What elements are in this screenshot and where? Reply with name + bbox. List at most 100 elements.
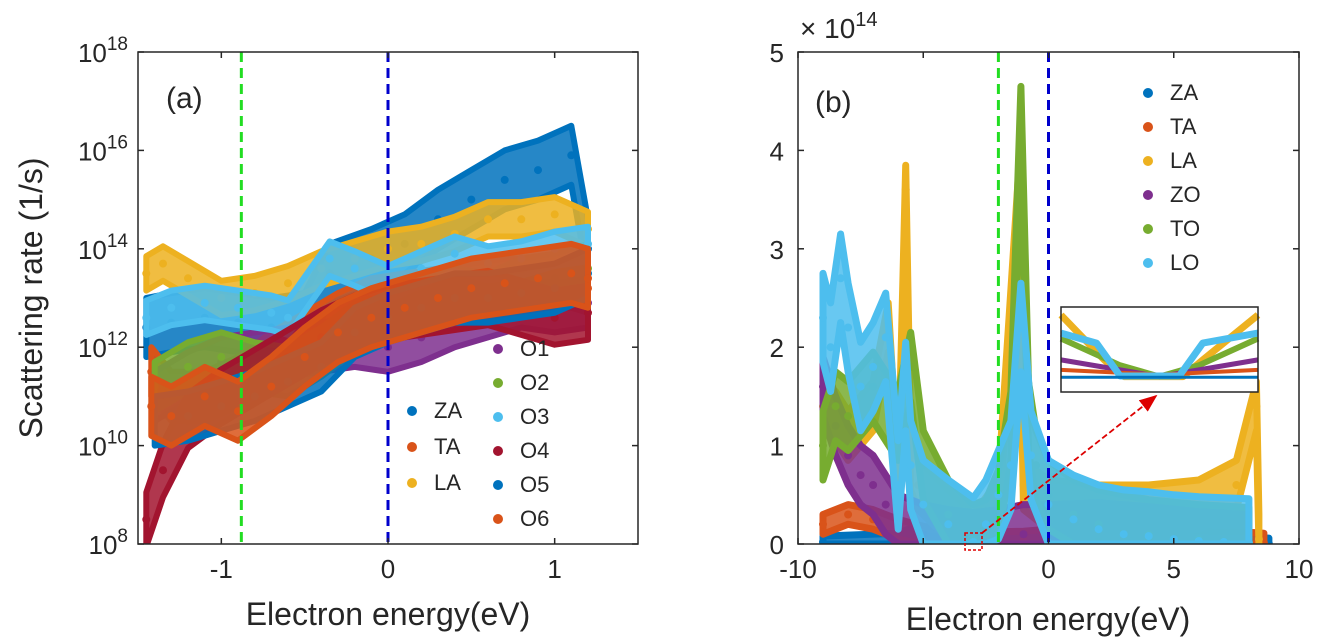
point-lo (836, 274, 845, 283)
point-o3 (325, 254, 334, 263)
point-lo (819, 313, 827, 322)
point-la (284, 279, 292, 288)
legend-marker (1143, 122, 1153, 132)
point-zo (819, 382, 827, 391)
point-lo (826, 343, 835, 352)
point-o2 (184, 362, 192, 371)
point-o3 (267, 308, 276, 317)
panel-a-ylabel: Scattering rate (1/s) (13, 158, 49, 439)
point-o6 (567, 269, 576, 278)
point-zo (869, 481, 878, 489)
inset-content (1058, 312, 1261, 381)
point-la (417, 239, 426, 248)
point-o3 (200, 298, 209, 307)
point-la (901, 185, 910, 194)
legend-marker (1143, 258, 1153, 268)
legend-marker (1143, 156, 1153, 166)
legend-label: TA (1170, 114, 1197, 139)
point-zo (844, 451, 853, 460)
panel-a-series-group (142, 122, 592, 544)
point-lo (969, 538, 978, 544)
point-la (159, 259, 167, 268)
point-o6 (467, 284, 476, 293)
legend-label: LA (1170, 148, 1197, 173)
point-o6 (400, 303, 409, 312)
point-o6 (267, 382, 276, 391)
x-tick-label: 0 (381, 554, 395, 584)
y-tick-label: 4 (770, 136, 784, 166)
panel-b-xlabel: Electron energy(eV) (906, 601, 1191, 637)
point-o6 (534, 274, 542, 283)
panel-b-inset (1058, 306, 1261, 393)
y-tick-label: 2 (770, 333, 784, 363)
point-lo (1119, 530, 1128, 539)
legend-marker (493, 446, 503, 456)
point-to (1016, 116, 1025, 125)
point-za (819, 538, 827, 544)
point-o6 (200, 392, 209, 401)
legend-entry-za: ZA (407, 398, 462, 423)
point-la (1019, 481, 1028, 489)
y-tick-label: 1012 (78, 329, 128, 363)
point-ta (819, 520, 827, 529)
point-lo (919, 500, 928, 509)
legend-entry-ta: TA (407, 434, 461, 459)
point-lo (894, 481, 903, 489)
series-o6 (147, 240, 592, 449)
point-lo (856, 382, 865, 391)
point-lo (1016, 323, 1025, 332)
panel-a: -1 0 1 108 1010 1012 1014 1016 1018 (a) Electron… (13, 34, 639, 632)
point-o6 (500, 279, 509, 288)
panel-a-vlines (239, 52, 390, 544)
point-zo (856, 471, 865, 480)
y-tick-label: 1014 (78, 231, 128, 265)
legend-entry-za: ZA (1143, 80, 1198, 105)
series-lo-band (819, 230, 1253, 544)
legend-entry-o1: O1 (493, 336, 549, 361)
legend-label: O2 (520, 370, 549, 395)
panel-a-legend-right: O1 O2 O3 O4 O5 O6 (493, 336, 549, 531)
legend-entry-lo: LO (1143, 250, 1199, 275)
point-za (467, 195, 476, 204)
y-tick-label: 1010 (78, 428, 128, 462)
point-zo (881, 500, 890, 509)
inset-box (1060, 306, 1259, 393)
legend-marker (407, 406, 417, 416)
zoom-arrow (981, 394, 1158, 534)
x-tick-label: -5 (912, 554, 935, 584)
legend-label: TA (434, 434, 461, 459)
x-tick-label: -1 (210, 554, 233, 584)
point-o3 (350, 264, 359, 273)
point-o6 (584, 274, 592, 283)
legend-label: O4 (520, 438, 549, 463)
point-lo (901, 382, 910, 391)
y-tick-label: 0 (770, 530, 784, 560)
legend-marker (1143, 190, 1153, 200)
point-o6 (434, 294, 442, 302)
panel-b-ticks: -10 -5 0 5 10 0 1 2 3 4 5 (770, 38, 1314, 584)
legend-marker (493, 344, 503, 354)
multiplier-base: × 10 (800, 13, 855, 44)
point-lo (881, 333, 890, 342)
x-tick-label: -10 (779, 554, 817, 584)
legend-entry-la: LA (1143, 148, 1197, 173)
y-tick-label: 1 (770, 432, 784, 462)
x-tick-label: 1 (547, 554, 561, 584)
point-la (1254, 535, 1263, 544)
point-la (550, 210, 559, 219)
point-o6 (300, 353, 309, 361)
panel-b-series-group (819, 82, 1273, 544)
legend-entry-to: TO (1143, 216, 1200, 241)
point-lo (994, 490, 1003, 499)
panel-b-legend: ZA TA LA ZO TO LO (1143, 80, 1201, 275)
point-lo (1144, 532, 1153, 541)
series-lo (819, 230, 1253, 544)
point-lo (981, 520, 990, 529)
multiplier-exponent: 14 (855, 9, 877, 31)
y-tick-label: 5 (770, 38, 784, 68)
x-tick-label: 5 (1167, 554, 1181, 584)
legend-entry-zo: ZO (1143, 182, 1201, 207)
x-tick-label: 10 (1285, 554, 1314, 584)
panel-b-y-multiplier: × 1014 (800, 9, 878, 44)
